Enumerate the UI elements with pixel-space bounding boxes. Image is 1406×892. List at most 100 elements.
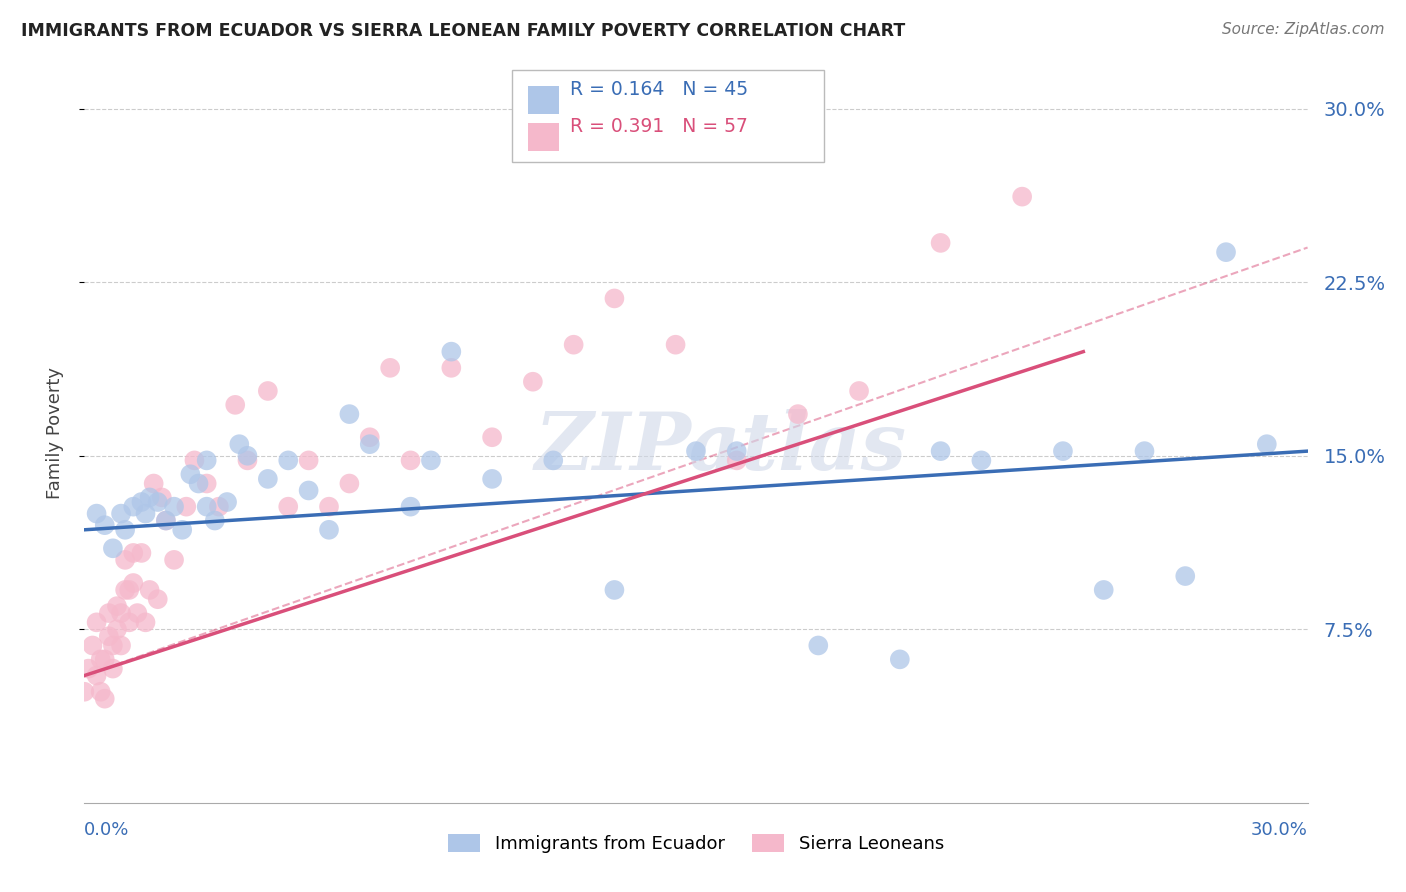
- Point: [420, 453, 443, 467]
- Point: [1052, 444, 1074, 458]
- Point: [224, 398, 246, 412]
- Point: [101, 541, 124, 556]
- Point: [195, 476, 218, 491]
- Text: R = 0.391   N = 57: R = 0.391 N = 57: [569, 118, 748, 136]
- Point: [131, 495, 153, 509]
- Point: [481, 472, 503, 486]
- Point: [359, 430, 381, 444]
- Point: [114, 553, 136, 567]
- Point: [105, 622, 128, 636]
- Point: [318, 500, 340, 514]
- Point: [440, 360, 463, 375]
- Point: [318, 523, 340, 537]
- Point: [101, 639, 124, 653]
- Point: [665, 337, 688, 351]
- Point: [1133, 444, 1156, 458]
- Point: [122, 546, 145, 560]
- Point: [257, 384, 280, 398]
- Point: [236, 453, 259, 467]
- Point: [127, 606, 149, 620]
- Point: [187, 476, 209, 491]
- Text: 30.0%: 30.0%: [1251, 822, 1308, 839]
- Point: [787, 407, 810, 421]
- Point: [174, 500, 197, 514]
- Point: [146, 592, 169, 607]
- Point: [807, 639, 830, 653]
- Point: [1011, 189, 1033, 203]
- Point: [105, 599, 128, 614]
- Point: [138, 491, 160, 505]
- Point: [97, 629, 120, 643]
- Point: [122, 500, 145, 514]
- Point: [97, 606, 120, 620]
- Text: R = 0.164   N = 45: R = 0.164 N = 45: [569, 80, 748, 99]
- Point: [114, 523, 136, 537]
- FancyBboxPatch shape: [513, 70, 824, 162]
- Bar: [529, 87, 560, 114]
- Point: [970, 453, 993, 467]
- Point: [380, 360, 402, 375]
- Point: [77, 662, 100, 676]
- Point: [543, 453, 565, 467]
- Point: [298, 483, 321, 498]
- Text: ZIPatlas: ZIPatlas: [534, 409, 907, 486]
- Point: [359, 437, 381, 451]
- Point: [929, 444, 952, 458]
- Point: [603, 582, 626, 597]
- Point: [110, 606, 132, 620]
- Point: [399, 453, 422, 467]
- Point: [135, 615, 157, 630]
- Point: [1215, 245, 1237, 260]
- Point: [73, 685, 96, 699]
- Point: [118, 582, 141, 597]
- Point: [481, 430, 503, 444]
- Point: [848, 384, 870, 398]
- Point: [142, 476, 165, 491]
- Point: [204, 514, 226, 528]
- Point: [150, 491, 173, 505]
- Point: [110, 507, 132, 521]
- Point: [562, 337, 585, 351]
- Point: [440, 344, 463, 359]
- Point: [1092, 582, 1115, 597]
- Point: [86, 507, 108, 521]
- Point: [1174, 569, 1197, 583]
- Point: [339, 407, 361, 421]
- Point: [110, 639, 132, 653]
- Point: [131, 546, 153, 560]
- Point: [889, 652, 911, 666]
- Point: [685, 444, 707, 458]
- Point: [725, 444, 748, 458]
- Point: [929, 235, 952, 250]
- Point: [82, 639, 104, 653]
- Point: [86, 668, 108, 682]
- Point: [90, 652, 112, 666]
- Point: [179, 467, 201, 482]
- Point: [339, 476, 361, 491]
- Point: [236, 449, 259, 463]
- Point: [93, 691, 115, 706]
- Legend: Immigrants from Ecuador, Sierra Leoneans: Immigrants from Ecuador, Sierra Leoneans: [440, 827, 952, 861]
- Point: [725, 453, 748, 467]
- Point: [135, 507, 157, 521]
- Point: [183, 453, 205, 467]
- Point: [155, 514, 177, 528]
- Text: IMMIGRANTS FROM ECUADOR VS SIERRA LEONEAN FAMILY POVERTY CORRELATION CHART: IMMIGRANTS FROM ECUADOR VS SIERRA LEONEA…: [21, 22, 905, 40]
- Point: [138, 582, 160, 597]
- Point: [163, 553, 186, 567]
- Point: [195, 453, 218, 467]
- Point: [101, 662, 124, 676]
- Point: [277, 500, 299, 514]
- Point: [522, 375, 544, 389]
- Bar: [529, 123, 560, 152]
- Point: [93, 518, 115, 533]
- Point: [146, 495, 169, 509]
- Point: [217, 495, 239, 509]
- Point: [122, 576, 145, 591]
- Point: [1256, 437, 1278, 451]
- Point: [603, 292, 626, 306]
- Text: 0.0%: 0.0%: [84, 822, 129, 839]
- Y-axis label: Family Poverty: Family Poverty: [45, 367, 63, 499]
- Point: [172, 523, 194, 537]
- Point: [228, 437, 250, 451]
